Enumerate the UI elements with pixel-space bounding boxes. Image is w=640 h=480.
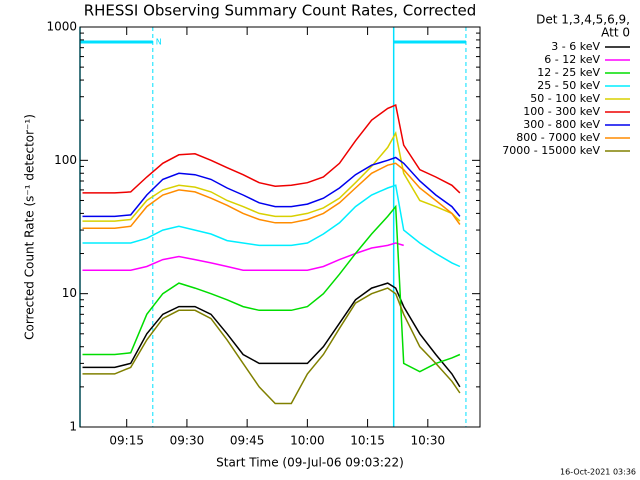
footer: 16-Oct-2021 03:36 bbox=[560, 468, 636, 477]
legend-label: 50 - 100 keV bbox=[530, 92, 600, 105]
y-tick-label: 1 bbox=[69, 420, 77, 434]
x-tick-label: 09:15 bbox=[109, 434, 144, 448]
legend-label: 25 - 50 keV bbox=[537, 79, 600, 92]
legend-label: 800 - 7000 keV bbox=[516, 131, 600, 144]
y-tick-label: 100 bbox=[54, 153, 77, 167]
legend-label: 12 - 25 keV bbox=[537, 66, 600, 79]
legend-label: 7000 - 15000 keV bbox=[502, 144, 600, 157]
x-axis-label: Start Time (09-Jul-06 09:03:22) bbox=[216, 456, 404, 470]
y-tick-label: 1000 bbox=[46, 20, 77, 34]
series-line bbox=[82, 162, 461, 229]
x-tick-label: 09:45 bbox=[230, 434, 265, 448]
series-line bbox=[82, 103, 461, 194]
legend-title: Det 1,3,4,5,6,9, bbox=[536, 13, 630, 27]
legend-label: 3 - 6 keV bbox=[551, 40, 600, 53]
series-line bbox=[82, 282, 461, 388]
y-axis-label: Corrected Count Rate (s⁻¹ detector⁻¹) bbox=[23, 114, 37, 340]
series-line bbox=[82, 130, 461, 222]
legend-label: 300 - 800 keV bbox=[523, 118, 600, 131]
interval-label: N bbox=[156, 38, 162, 47]
x-tick-label: 10:30 bbox=[411, 434, 446, 448]
x-tick-label: 09:30 bbox=[170, 434, 205, 448]
legend-title: Att 0 bbox=[601, 26, 630, 40]
legend-label: 6 - 12 keV bbox=[544, 53, 600, 66]
legend-label: 100 - 300 keV bbox=[523, 105, 600, 118]
x-tick-label: 10:00 bbox=[290, 434, 325, 448]
series-line bbox=[82, 204, 461, 373]
plot-frame bbox=[79, 26, 481, 428]
series-line bbox=[82, 156, 461, 218]
series-line bbox=[82, 287, 461, 405]
series-line bbox=[82, 184, 461, 268]
y-tick-label: 10 bbox=[62, 286, 77, 300]
series-line bbox=[82, 242, 404, 271]
chart-title: RHESSI Observing Summary Count Rates, Co… bbox=[84, 2, 477, 20]
x-tick-label: 10:15 bbox=[350, 434, 385, 448]
